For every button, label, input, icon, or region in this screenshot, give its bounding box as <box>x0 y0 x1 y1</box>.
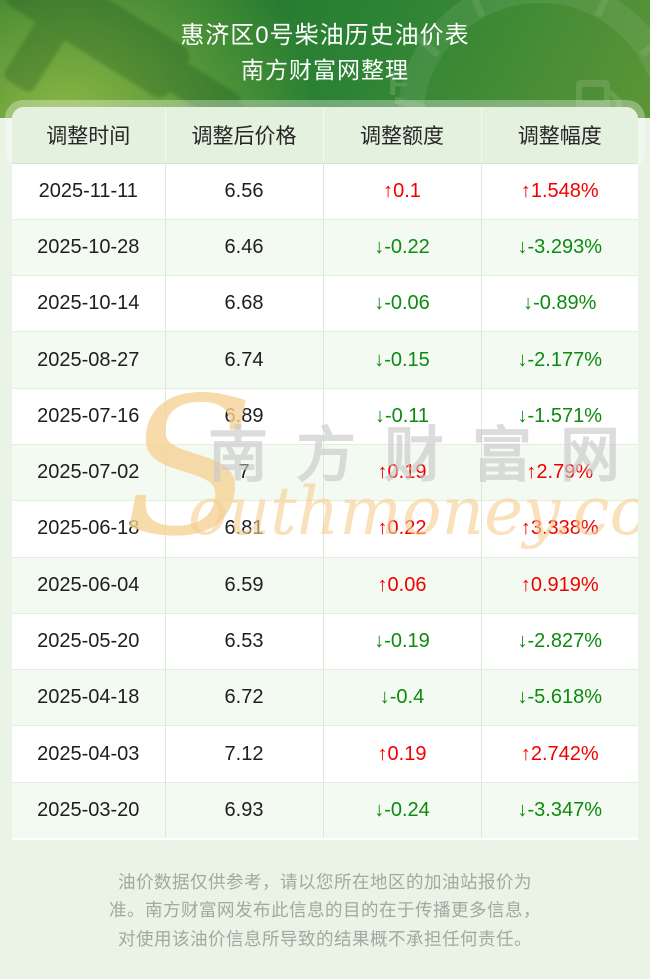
cell-amount: ↓-0.24 <box>323 782 482 838</box>
cell-date: 2025-04-03 <box>12 725 166 783</box>
cell-amount: ↑0.19 <box>323 725 482 783</box>
cell-price: 6.93 <box>165 782 324 838</box>
disclaimer-line: 准。南方财富网发布此信息的目的在于传播更多信息， <box>109 900 541 921</box>
cell-date: 2025-04-18 <box>12 669 166 727</box>
cell-date: 2025-05-20 <box>12 613 166 671</box>
cell-date: 2025-07-02 <box>12 444 166 502</box>
column-header-adjust-time: 调整时间 <box>12 107 166 164</box>
cell-amount: ↑0.22 <box>323 500 482 558</box>
table-row: 2025-10-14 6.68 ↓-0.06 ↓-0.89% <box>12 275 638 333</box>
page-title: 惠济区0号柴油历史油价表 <box>180 22 470 49</box>
cell-percent: ↓-5.618% <box>481 669 638 727</box>
disclaimer-footer: 油价数据仅供参考，请以您所在地区的加油站报价为 准。南方财富网发布此信息的目的在… <box>0 840 650 954</box>
cell-price: 7 <box>165 444 324 502</box>
table-row: 2025-11-11 6.56 ↑0.1 ↑1.548% <box>12 163 638 220</box>
cell-price: 7.12 <box>165 725 324 783</box>
table-row: 2025-08-27 6.74 ↓-0.15 ↓-2.177% <box>12 331 638 389</box>
cell-percent: ↓-3.293% <box>481 219 638 277</box>
cell-percent: ↑2.742% <box>481 725 638 783</box>
table-row: 2025-03-20 6.93 ↓-0.24 ↓-3.347% <box>12 782 638 838</box>
cell-amount: ↓-0.22 <box>323 219 482 277</box>
table-body: 2025-11-11 6.56 ↑0.1 ↑1.548% 2025-10-28 6.46 ↓… <box>12 163 638 838</box>
cell-date: 2025-10-28 <box>12 219 166 277</box>
cell-price: 6.46 <box>165 219 324 277</box>
table-row: 2025-06-18 6.81 ↑0.22 ↑3.338% <box>12 500 638 558</box>
cell-amount: ↑0.06 <box>323 557 482 614</box>
cell-price: 6.89 <box>165 388 324 445</box>
page-subtitle: 南方财富网整理 <box>241 57 409 83</box>
disclaimer-line: 油价数据仅供参考，请以您所在地区的加油站报价为 <box>118 871 532 892</box>
cell-date: 2025-06-04 <box>12 557 166 614</box>
disclaimer-line: 对使用该油价信息所导致的结果概不承担任何责任。 <box>118 928 532 949</box>
cell-date: 2025-06-18 <box>12 500 166 558</box>
cell-price: 6.74 <box>165 331 324 389</box>
cell-percent: ↑2.79% <box>481 444 638 502</box>
cell-amount: ↓-0.11 <box>323 388 482 445</box>
table-header-row: 调整时间 调整后价格 调整额度 调整幅度 <box>12 107 638 164</box>
cell-percent: ↑1.548% <box>481 163 638 220</box>
cell-percent: ↓-0.89% <box>481 275 638 333</box>
cell-price: 6.53 <box>165 613 324 671</box>
cell-percent: ↓-2.177% <box>481 331 638 389</box>
cell-amount: ↓-0.15 <box>323 331 482 389</box>
cell-price: 6.59 <box>165 557 324 614</box>
cell-price: 6.68 <box>165 275 324 333</box>
table-row: 2025-06-04 6.59 ↑0.06 ↑0.919% <box>12 557 638 614</box>
cell-amount: ↑0.19 <box>323 444 482 502</box>
table-row: 2025-05-20 6.53 ↓-0.19 ↓-2.827% <box>12 613 638 671</box>
cell-amount: ↓-0.4 <box>323 669 482 727</box>
cell-price: 6.72 <box>165 669 324 727</box>
cell-percent: ↓-1.571% <box>481 388 638 445</box>
column-header-adjust-amount: 调整额度 <box>323 107 482 164</box>
price-table-card: 调整时间 调整后价格 调整额度 调整幅度 2025-11-11 6.56 ↑0.1 ↑… <box>5 100 645 840</box>
cell-amount: ↓-0.06 <box>323 275 482 333</box>
price-table: 调整时间 调整后价格 调整额度 调整幅度 2025-11-11 6.56 ↑0.1 ↑… <box>12 107 638 840</box>
table-row: 2025-07-16 6.89 ↓-0.11 ↓-1.571% <box>12 388 638 445</box>
cell-date: 2025-03-20 <box>12 782 166 838</box>
column-header-adjust-percent: 调整幅度 <box>481 107 638 164</box>
cell-percent: ↓-3.347% <box>481 782 638 838</box>
cell-price: 6.56 <box>165 163 324 220</box>
cell-date: 2025-08-27 <box>12 331 166 389</box>
cell-amount: ↑0.1 <box>323 163 482 220</box>
cell-amount: ↓-0.19 <box>323 613 482 671</box>
column-header-adjusted-price: 调整后价格 <box>165 107 324 164</box>
cell-percent: ↑0.919% <box>481 557 638 614</box>
table-row: 2025-04-03 7.12 ↑0.19 ↑2.742% <box>12 725 638 783</box>
cell-percent: ↑3.338% <box>481 500 638 558</box>
cell-date: 2025-10-14 <box>12 275 166 333</box>
table-row: 2025-10-28 6.46 ↓-0.22 ↓-3.293% <box>12 219 638 277</box>
table-row: 2025-04-18 6.72 ↓-0.4 ↓-5.618% <box>12 669 638 727</box>
cell-percent: ↓-2.827% <box>481 613 638 671</box>
table-row: 2025-07-02 7 ↑0.19 ↑2.79% <box>12 444 638 502</box>
cell-date: 2025-07-16 <box>12 388 166 445</box>
cell-date: 2025-11-11 <box>12 163 166 220</box>
cell-price: 6.81 <box>165 500 324 558</box>
